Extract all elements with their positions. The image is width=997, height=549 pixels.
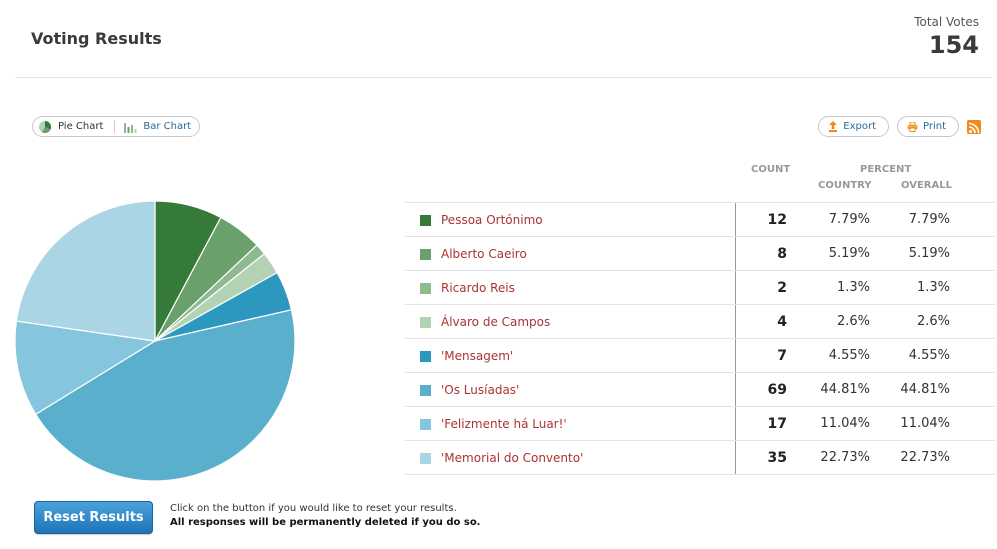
reset-note: Click on the button if you would like to… [170,503,457,514]
legend-swatch [420,385,431,396]
count-cell: 8 [735,237,793,270]
reset-results-button[interactable]: Reset Results [34,501,153,534]
option-country-percent: 7.79% [828,212,870,227]
option-overall-percent: 2.6% [916,314,950,329]
legend-swatch [420,453,431,464]
option-country-percent: 11.04% [820,416,870,431]
bar-chart-label: Bar Chart [143,121,192,132]
reset-warning: All responses will be permanently delete… [170,517,481,528]
option-country-percent: 4.55% [828,348,870,363]
option-name[interactable]: Ricardo Reis [441,281,515,295]
results-rows: Pessoa Ortónimo 12 7.79% 7.79% Alberto Caeir… [405,202,995,475]
count-header: COUNT [751,164,791,175]
option-country-percent: 44.81% [820,382,870,397]
table-row: 'Memorial do Convento' 35 22.73% 22.73% [405,441,995,475]
print-icon [907,121,918,132]
count-cell: 2 [735,271,793,304]
option-count: 8 [777,246,787,262]
toggle-separator [114,120,116,133]
rss-icon[interactable] [967,119,981,134]
overall-header: OVERALL [901,180,952,191]
percent-header: PERCENT [860,164,912,175]
option-count: 69 [767,382,787,398]
legend-swatch [420,249,431,260]
count-cell: 35 [735,441,793,474]
page-title: Voting Results [31,29,162,48]
pie-chart-icon [39,120,52,133]
table-row: Pessoa Ortónimo 12 7.79% 7.79% [405,203,995,237]
country-header: COUNTRY [818,180,872,191]
pie-slice [14,320,157,416]
table-row: Álvaro de Campos 4 2.6% 2.6% [405,305,995,339]
table-row: 'Mensagem' 7 4.55% 4.55% [405,339,995,373]
table-row: 'Felizmente há Luar!' 17 11.04% 11.04% [405,407,995,441]
results-pie-chart [14,200,296,482]
total-votes-label: Total Votes [914,15,979,29]
option-overall-percent: 7.79% [908,212,950,227]
export-icon [829,121,838,132]
option-name[interactable]: 'Felizmente há Luar!' [441,417,567,431]
count-cell: 4 [735,305,793,338]
option-name[interactable]: Pessoa Ortónimo [441,213,543,227]
export-button[interactable]: Export [818,116,889,137]
header-divider [15,77,992,78]
option-name[interactable]: Alberto Caeiro [441,247,527,261]
option-overall-percent: 11.04% [900,416,950,431]
export-label: Export [843,121,876,132]
print-button[interactable]: Print [896,116,959,137]
table-row: Ricardo Reis 2 1.3% 1.3% [405,271,995,305]
legend-swatch [420,419,431,430]
bar-chart-icon [124,122,137,133]
toolbar: Export Print [818,116,981,137]
results-table-header: COUNT PERCENT COUNTRY OVERALL [405,160,995,202]
count-cell: 12 [735,203,793,236]
option-count: 7 [777,348,787,364]
option-count: 2 [777,280,787,296]
option-country-percent: 22.73% [820,450,870,465]
chart-type-toggle: Pie Chart Bar Chart [32,116,201,137]
option-count: 12 [767,212,787,228]
table-row: Alberto Caeiro 8 5.19% 5.19% [405,237,995,271]
legend-swatch [420,317,431,328]
option-overall-percent: 22.73% [900,450,950,465]
table-row: 'Os Lusíadas' 69 44.81% 44.81% [405,373,995,407]
results-table: COUNT PERCENT COUNTRY OVERALL Pessoa Ort… [405,160,995,475]
pie-slice [34,309,296,482]
legend-swatch [420,215,431,226]
option-overall-percent: 1.3% [916,280,950,295]
count-cell: 69 [735,373,793,406]
bar-chart-toggle[interactable]: Bar Chart [123,120,191,134]
option-country-percent: 1.3% [836,280,870,295]
option-overall-percent: 5.19% [908,246,950,261]
count-cell: 17 [735,407,793,440]
pie-chart-toggle[interactable]: Pie Chart [38,120,103,134]
pie-chart-label: Pie Chart [58,121,104,132]
option-name[interactable]: 'Os Lusíadas' [441,383,520,397]
legend-swatch [420,351,431,362]
option-count: 35 [767,450,787,466]
option-overall-percent: 44.81% [900,382,950,397]
option-count: 17 [767,416,787,432]
legend-swatch [420,283,431,294]
pie-slice [15,200,156,342]
option-country-percent: 2.6% [836,314,870,329]
option-overall-percent: 4.55% [908,348,950,363]
option-name[interactable]: 'Mensagem' [441,349,514,363]
count-cell: 7 [735,339,793,372]
option-count: 4 [777,314,787,330]
total-votes-value: 154 [928,31,979,59]
option-country-percent: 5.19% [828,246,870,261]
option-name[interactable]: Álvaro de Campos [441,315,551,329]
option-name[interactable]: 'Memorial do Convento' [441,451,584,465]
print-label: Print [922,121,946,132]
